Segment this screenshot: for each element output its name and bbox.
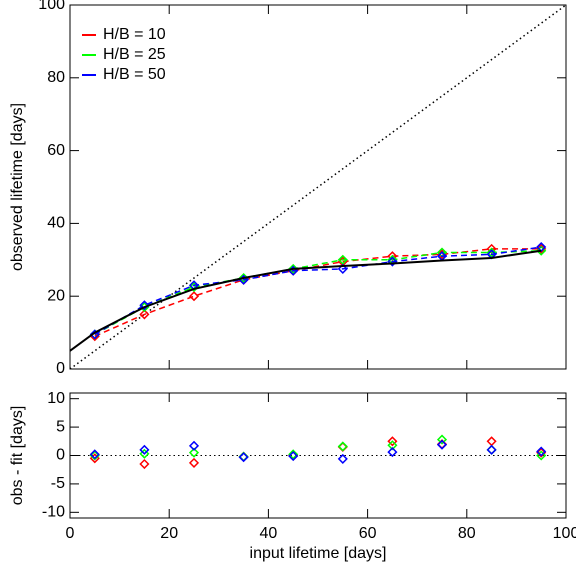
marker xyxy=(486,247,497,258)
legend-label: H/B = 50 xyxy=(103,66,166,83)
y-tick-label: -10 xyxy=(42,504,65,521)
marker xyxy=(387,440,398,451)
marker xyxy=(139,300,150,311)
marker xyxy=(436,439,448,450)
x-tick-label: 100 xyxy=(553,525,576,542)
marker xyxy=(337,441,348,452)
y-tick-label: 60 xyxy=(47,142,65,159)
marker xyxy=(188,447,200,458)
y-axis-label: observed lifetime [days] xyxy=(9,103,26,271)
marker xyxy=(387,436,398,447)
marker xyxy=(288,451,299,462)
marker xyxy=(139,458,150,470)
marker xyxy=(387,447,398,458)
y-tick-label: 5 xyxy=(56,418,65,435)
y-tick-label: 80 xyxy=(47,69,65,86)
marker xyxy=(536,450,547,461)
marker xyxy=(188,440,200,451)
marker xyxy=(536,446,547,457)
x-tick-label: 0 xyxy=(66,525,75,542)
y-tick-label: 20 xyxy=(47,287,65,304)
marker xyxy=(188,457,200,468)
marker xyxy=(288,263,299,274)
x-tick-label: 80 xyxy=(458,525,476,542)
marker xyxy=(89,329,100,340)
marker xyxy=(337,254,348,265)
marker xyxy=(486,444,497,455)
fit-line xyxy=(69,249,542,352)
legend-label: H/B = 25 xyxy=(103,46,166,63)
marker xyxy=(387,256,398,267)
marker xyxy=(89,449,100,460)
x-tick-label: 60 xyxy=(359,525,377,542)
x-tick-label: 20 xyxy=(160,525,178,542)
y-tick-label: -5 xyxy=(51,475,65,492)
marker xyxy=(139,444,150,455)
y-tick-label: 10 xyxy=(47,390,65,407)
y-axis-label: obs - fit [days] xyxy=(9,406,26,506)
x-axis-label: input lifetime [days] xyxy=(250,545,387,562)
x-tick-label: 40 xyxy=(260,525,278,542)
marker xyxy=(486,436,497,447)
marker xyxy=(288,449,299,460)
marker xyxy=(337,453,348,464)
marker xyxy=(436,434,448,445)
marker xyxy=(139,309,150,320)
series-line xyxy=(94,248,542,337)
series-line xyxy=(94,246,542,336)
series-line xyxy=(94,249,542,336)
marker xyxy=(89,450,100,461)
marker xyxy=(486,444,497,455)
y-tick-label: 100 xyxy=(38,0,65,13)
marker xyxy=(337,263,348,274)
legend-label: H/B = 10 xyxy=(103,26,166,43)
marker xyxy=(238,452,249,463)
marker xyxy=(188,291,200,302)
marker xyxy=(139,448,150,459)
axes-frame xyxy=(69,4,567,370)
y-tick-label: 0 xyxy=(56,360,65,377)
y-tick-label: 0 xyxy=(56,447,65,464)
marker xyxy=(536,447,547,458)
y-tick-label: 40 xyxy=(47,215,65,232)
